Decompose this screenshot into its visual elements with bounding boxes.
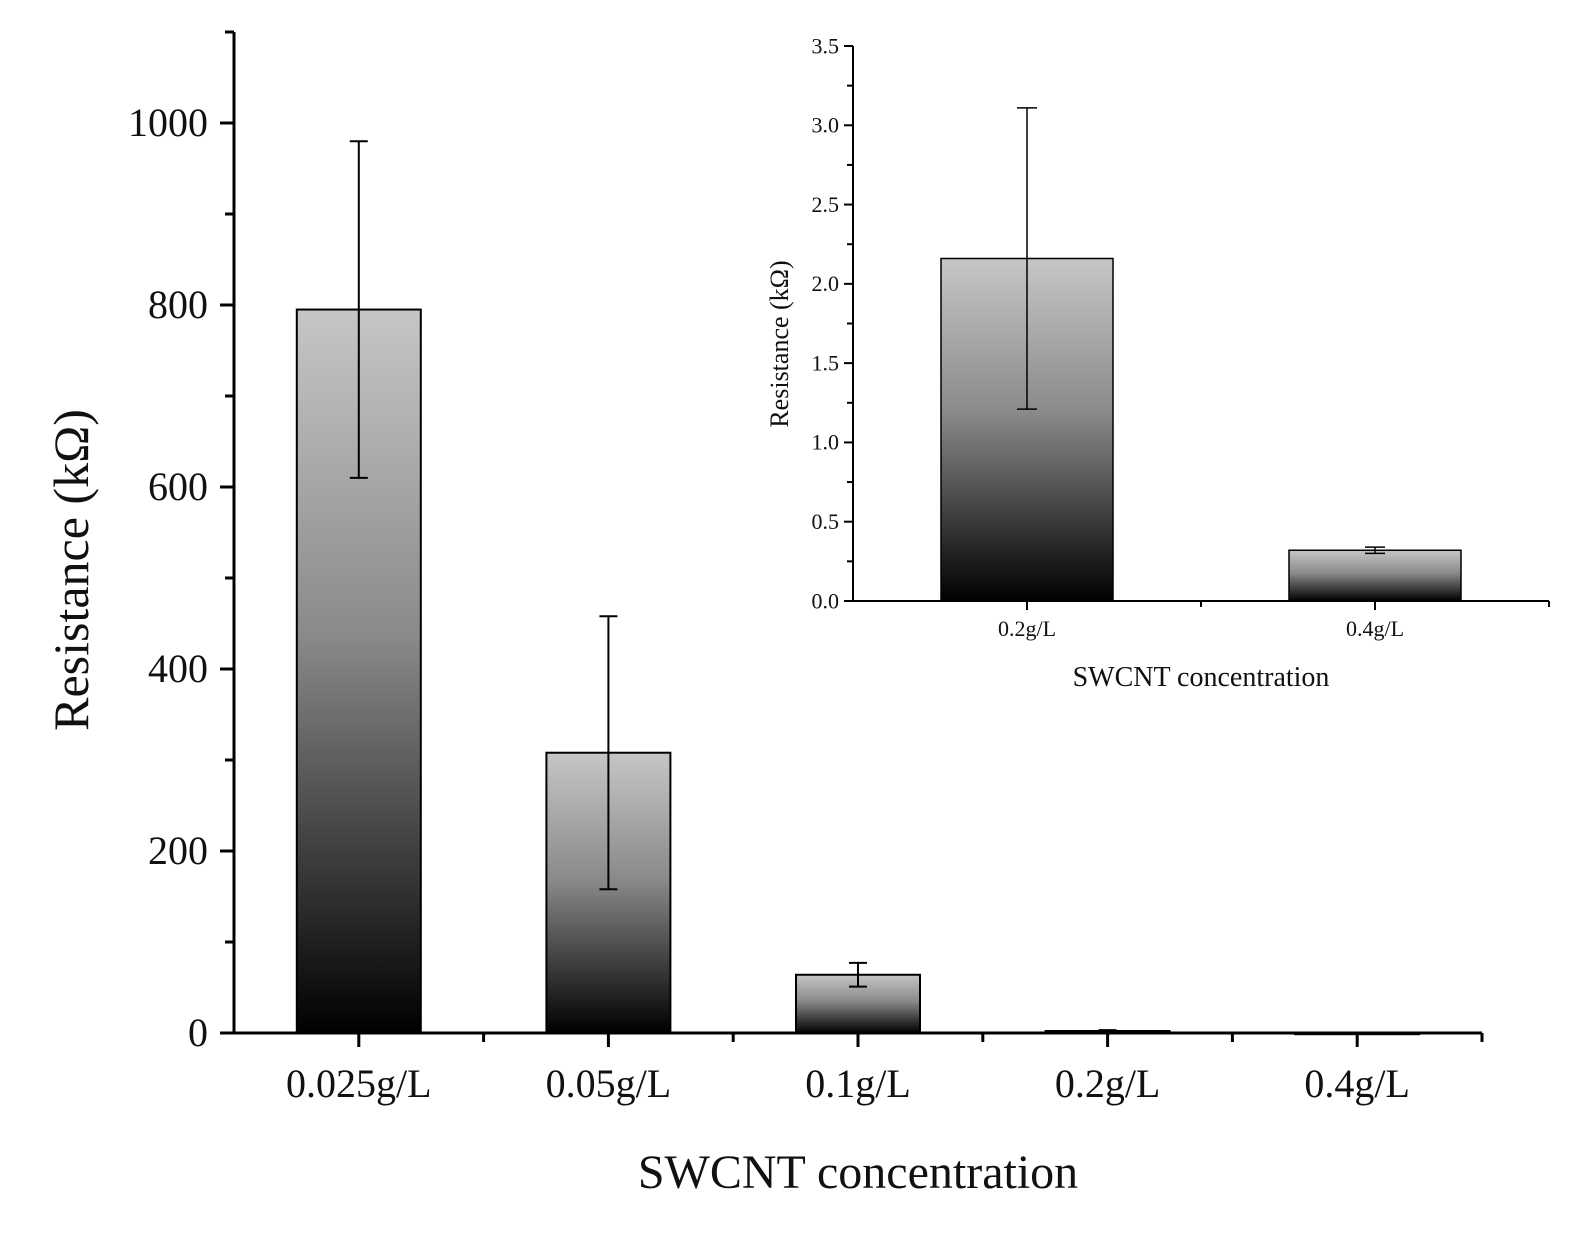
main-error-bar-0 xyxy=(349,140,368,479)
main-error-bar-1 xyxy=(599,615,618,891)
main-y-axis-title: Resistance (kΩ) xyxy=(43,409,99,731)
inset-error-bar-1 xyxy=(1365,546,1385,555)
inset-y-tick-label-4: 2.0 xyxy=(812,271,840,296)
main-x-tick-label-4: 0.4g/L xyxy=(1304,1061,1410,1106)
main-chart: 0 200 400 600 800 1000 0.025g/L 0.05g/L 0.1g/L 0… xyxy=(43,30,1484,1199)
inset-y-tick-label-0: 0.0 xyxy=(812,588,840,613)
inset-x-tick-label-0: 0.2g/L xyxy=(998,616,1056,641)
main-y-tick-label-2: 400 xyxy=(148,646,208,691)
inset-bar-1 xyxy=(1288,549,1462,602)
main-error-bar-2 xyxy=(849,961,867,988)
main-x-tick-label-1: 0.05g/L xyxy=(546,1061,672,1106)
inset-y-axis-title: Resistance (kΩ) xyxy=(765,260,794,427)
inset-y-tick-label-6: 3.0 xyxy=(812,113,840,138)
inset-y-tick-label-7: 3.5 xyxy=(812,33,840,58)
inset-y-tick-label-2: 1.0 xyxy=(812,430,840,455)
main-y-tick-label-3: 600 xyxy=(148,464,208,509)
main-x-tick-label-2: 0.1g/L xyxy=(805,1061,911,1106)
inset-y-tick-label-1: 0.5 xyxy=(812,509,840,534)
inset-x-axis-title: SWCNT concentration xyxy=(1073,662,1330,693)
main-y-tick-label-1: 200 xyxy=(148,828,208,873)
main-y-tick-label-4: 800 xyxy=(148,282,208,327)
main-y-tick-label-5: 1000 xyxy=(128,100,208,145)
inset-y-tick-label-5: 2.5 xyxy=(812,192,840,217)
inset-chart: 0.0 0.5 1.0 1.5 2.0 2.5 3.0 3.5 0.2g/L 0.4g/L Re… xyxy=(765,33,1550,693)
main-x-tick-label-0: 0.025g/L xyxy=(286,1061,432,1106)
inset-error-bar-0 xyxy=(1017,107,1037,410)
main-x-tick-label-3: 0.2g/L xyxy=(1055,1061,1161,1106)
main-y-tick-label-0: 0 xyxy=(188,1010,208,1055)
inset-y-tick-label-3: 1.5 xyxy=(812,350,840,375)
main-x-axis-title: SWCNT concentration xyxy=(638,1146,1078,1199)
inset-x-tick-label-1: 0.4g/L xyxy=(1346,616,1404,641)
